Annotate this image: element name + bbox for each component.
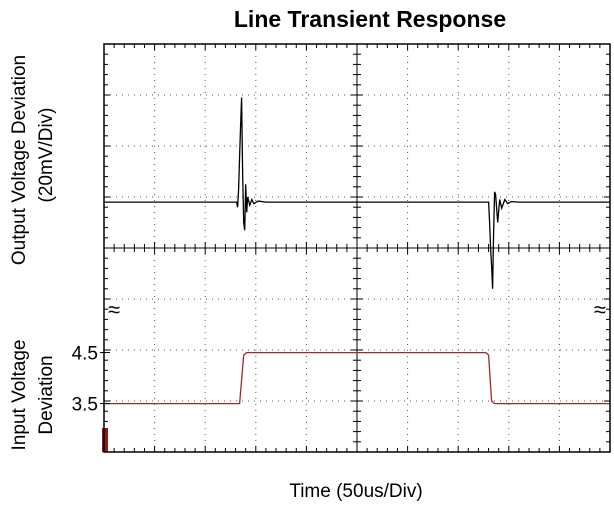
y-axis-label-input-line1: Input Voltage — [9, 340, 30, 451]
output-trace — [104, 97, 610, 289]
axis-break-symbol: ≈ — [594, 297, 606, 322]
y-axis-label-input-line2: Deviation — [36, 355, 57, 434]
chart-title: Line Transient Response — [234, 6, 506, 32]
traces — [104, 97, 610, 405]
input-tick-labels: 4.5 3.5 — [72, 344, 110, 416]
input-trace — [104, 351, 610, 405]
input-tick-label: 3.5 — [72, 395, 98, 416]
grid — [103, 43, 611, 453]
y-axis-label-output-line2: (20mV/Div) — [36, 107, 57, 202]
y-axis-label-output-line1: Output Voltage Deviation — [9, 55, 30, 265]
axis-break-symbol: ≈ — [108, 297, 120, 322]
channel-marker-block — [102, 428, 108, 452]
plot-frame — [103, 43, 611, 453]
break-symbols: ≈ ≈ — [108, 297, 606, 322]
y-axis-label-output: Output Voltage Deviation (20mV/Div) — [9, 55, 57, 265]
channel-marker — [102, 428, 108, 452]
x-axis-label: Time (50us/Div) — [289, 481, 422, 502]
input-tick-label: 4.5 — [72, 344, 98, 365]
y-axis-label-input: Input Voltage Deviation — [9, 340, 57, 451]
